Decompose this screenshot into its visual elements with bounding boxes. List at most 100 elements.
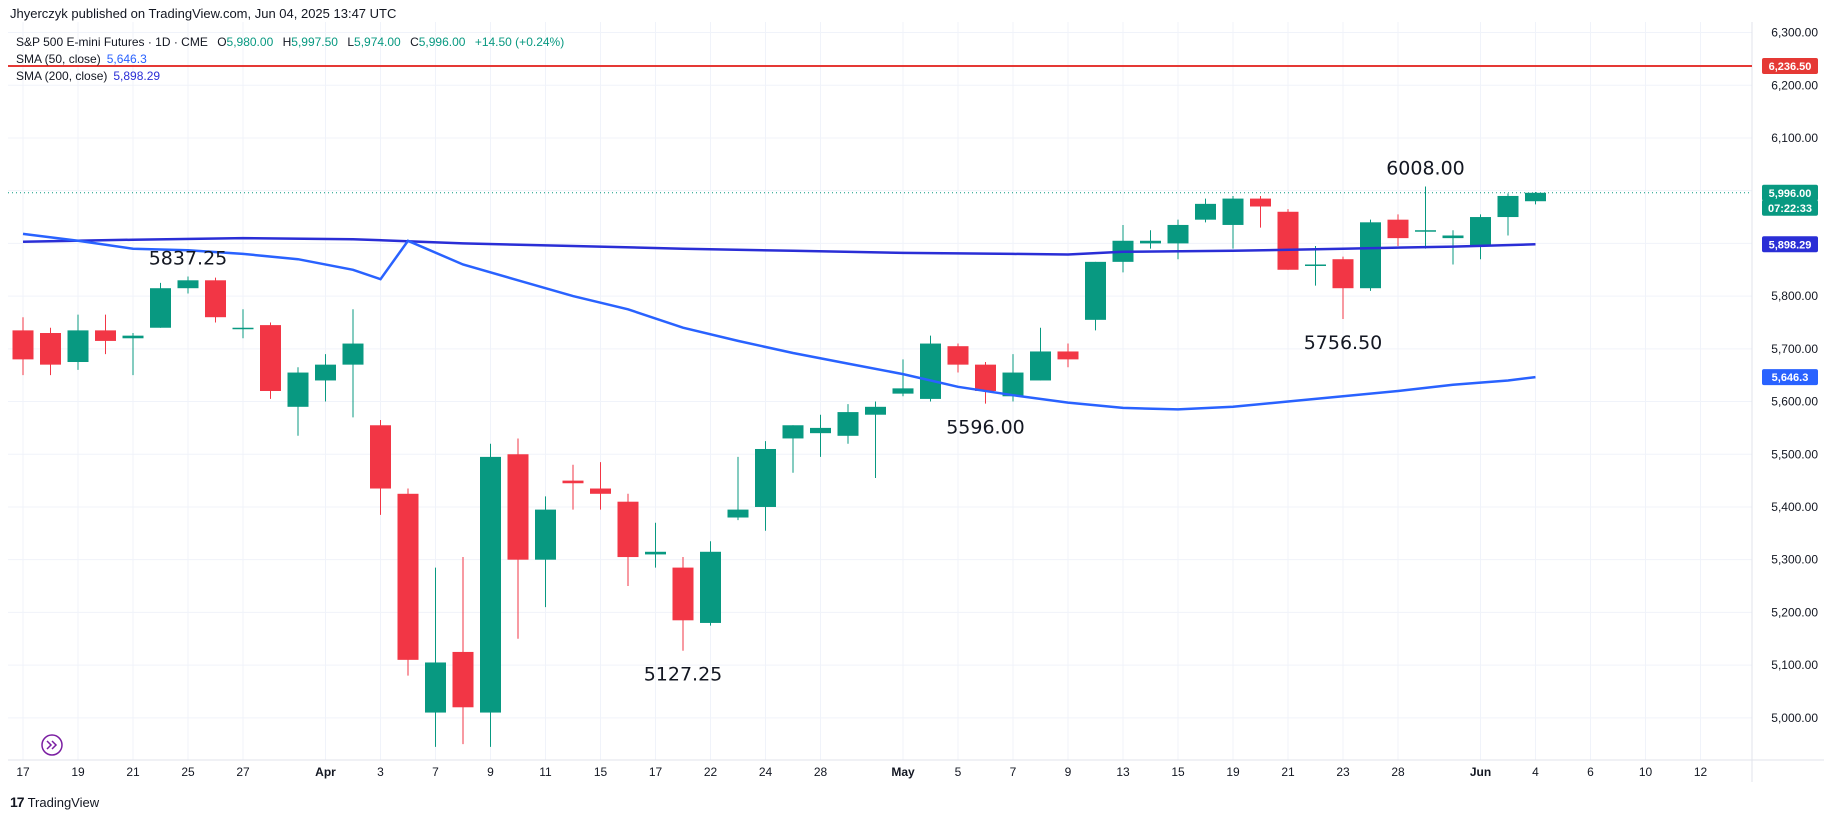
open-value: 5,980.00 <box>226 35 274 49</box>
candle-body <box>920 343 941 399</box>
candle-body <box>590 488 611 494</box>
time-tick-label: 21 <box>1281 765 1295 779</box>
candle <box>1112 224 1134 273</box>
candle <box>672 557 694 651</box>
price-tick-label: 5,400.00 <box>1771 500 1818 514</box>
candle <box>1085 261 1106 331</box>
candle-body <box>177 280 199 289</box>
time-tick-label: Apr <box>315 765 336 779</box>
candle-body <box>535 509 556 560</box>
time-tick-label: 17 <box>649 765 663 779</box>
moving-averages <box>22 232 1536 411</box>
axis-separators <box>8 22 1824 782</box>
candle-body <box>837 412 859 436</box>
candle-body <box>1387 219 1409 239</box>
chart-grid <box>8 22 1752 760</box>
sma200-label: SMA (200, close) <box>16 69 108 83</box>
candle <box>1030 327 1051 381</box>
double-chevron-right-icon <box>46 740 58 750</box>
candle-body <box>1250 198 1271 207</box>
price-tick-label: 6,300.00 <box>1771 26 1818 40</box>
candle <box>342 309 364 418</box>
candle <box>425 567 446 747</box>
time-tick-label: 13 <box>1116 765 1130 779</box>
sma50-row[interactable]: SMA (50, close) 5,646.3 <box>16 51 564 68</box>
time-axis: 17 19 21 25 27 Apr 3 7 9 11 15 17 22 24 28 May 5 7 9 13 15 19… <box>16 765 1707 779</box>
sma50-line <box>22 232 1536 411</box>
tv-logo-icon: 17 <box>10 794 25 810</box>
candle <box>1525 192 1546 205</box>
candle <box>397 488 419 676</box>
candle <box>1057 343 1079 368</box>
candle <box>260 322 281 399</box>
candle-body <box>947 346 969 365</box>
price-annotations: 5837.25 5127.25 5596.00 5756.50 6008.00 <box>149 157 1465 685</box>
time-tick-label: 19 <box>71 765 85 779</box>
candle <box>232 309 254 339</box>
time-tick-label: 25 <box>181 765 195 779</box>
sma200-tag-bg <box>1762 236 1818 253</box>
time-tick-label: 7 <box>1010 765 1017 779</box>
candle-body <box>782 425 804 439</box>
time-tick-label: 27 <box>236 765 250 779</box>
close-value: 5,996.00 <box>418 35 466 49</box>
low-label: L <box>347 35 355 49</box>
close-label: C <box>410 35 419 49</box>
candle <box>837 404 859 444</box>
candle <box>782 425 804 473</box>
candle-body <box>810 427 831 434</box>
last-price-tag-bg <box>1762 184 1818 201</box>
sma200-tag-text: 5,898.29 <box>1769 239 1812 251</box>
time-tick-label: May <box>891 765 915 779</box>
candle <box>12 317 34 376</box>
candle <box>95 314 116 355</box>
candle <box>315 354 336 402</box>
price-annotation: 6008.00 <box>1386 157 1465 179</box>
price-axis-tags: 6,236.50 5,996.00 07:22:33 5,898.29 5,646.3 <box>1762 58 1818 386</box>
candle <box>590 462 611 510</box>
candle-body <box>975 364 996 391</box>
candle-body <box>480 456 501 713</box>
candle <box>810 414 831 457</box>
chart-legend: S&P 500 E-mini Futures · 1D · CME O5,980… <box>16 34 564 85</box>
sma200-row[interactable]: SMA (200, close) 5,898.29 <box>16 68 564 85</box>
symbol-title: S&P 500 E-mini Futures · 1D · CME <box>16 35 208 49</box>
candle-body <box>397 493 419 660</box>
candle-body <box>1057 351 1079 360</box>
tradingview-logo[interactable]: 17 TradingView <box>10 794 99 810</box>
candle-body <box>562 480 584 484</box>
last-price-tag: 5,996.00 <box>1762 184 1818 201</box>
price-tick-label: 6,200.00 <box>1771 78 1818 92</box>
candle <box>122 333 144 376</box>
time-tick-label: 19 <box>1226 765 1240 779</box>
candle <box>700 541 721 626</box>
time-tick-label: 6 <box>1587 765 1594 779</box>
countdown-tag-text: 07:22:33 <box>1768 203 1812 215</box>
candle-body <box>700 551 721 623</box>
candle <box>1387 214 1409 247</box>
candle-body <box>95 330 116 341</box>
candle-body <box>1002 372 1024 397</box>
last-price-tag-text: 5,996.00 <box>1769 188 1812 200</box>
price-tick-label: 5,300.00 <box>1771 553 1818 567</box>
candle-body <box>67 330 89 363</box>
ohlc-values: O5,980.00 H5,997.50 L5,974.00 C5,996.00 <box>211 35 469 49</box>
candle <box>480 443 501 747</box>
time-tick-label: 4 <box>1532 765 1539 779</box>
symbol-row[interactable]: S&P 500 E-mini Futures · 1D · CME O5,980… <box>16 34 564 51</box>
candle <box>1332 256 1354 320</box>
brand-name: TradingView <box>27 794 100 810</box>
candle <box>920 335 941 402</box>
candle-body <box>260 325 281 391</box>
price-annotation: 5756.50 <box>1304 332 1383 354</box>
candle <box>975 362 996 404</box>
resistance-tag-bg <box>1762 58 1818 75</box>
candle-body <box>1195 203 1216 220</box>
go-to-realtime-button[interactable] <box>41 734 63 756</box>
resistance-tag: 6,236.50 <box>1762 58 1818 75</box>
sma50-tag: 5,646.3 <box>1762 369 1818 386</box>
candle <box>1167 219 1189 260</box>
price-tick-label: 5,100.00 <box>1771 658 1818 672</box>
candle <box>1002 354 1024 402</box>
